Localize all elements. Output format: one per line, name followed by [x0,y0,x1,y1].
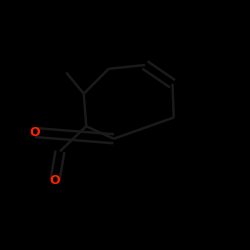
Text: O: O [30,126,40,139]
Text: O: O [50,174,60,186]
